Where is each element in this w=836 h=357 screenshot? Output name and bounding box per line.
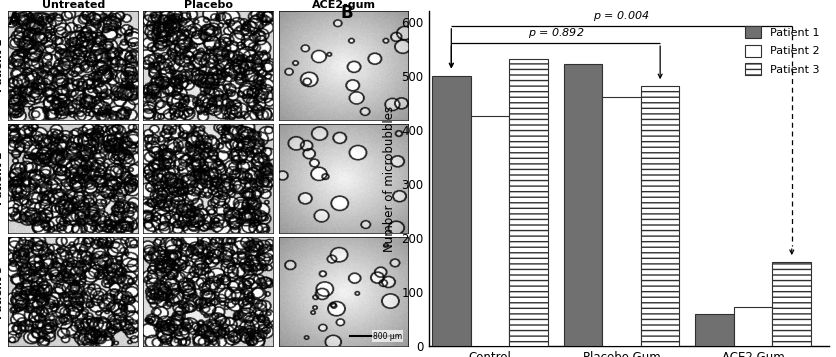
Bar — [733, 307, 772, 346]
Bar — [508, 59, 548, 346]
Text: $p$ = 0.892: $p$ = 0.892 — [527, 26, 584, 40]
Y-axis label: Patient 1: Patient 1 — [0, 39, 4, 92]
Y-axis label: Patient 2: Patient 2 — [0, 152, 4, 205]
Bar — [470, 116, 508, 346]
Text: A: A — [8, 11, 21, 29]
Legend: Patient 1, Patient 2, Patient 3: Patient 1, Patient 2, Patient 3 — [741, 23, 822, 78]
Bar — [431, 76, 470, 346]
Bar — [695, 314, 733, 346]
Text: B: B — [340, 4, 353, 22]
Bar — [772, 262, 810, 346]
Y-axis label: Number of microbubbles: Number of microbubbles — [382, 105, 395, 252]
Text: $p$ = 0.004: $p$ = 0.004 — [593, 9, 649, 23]
Title: ACE2-gum: ACE2-gum — [311, 0, 375, 10]
Text: 800 μm: 800 μm — [372, 332, 401, 341]
Bar — [640, 86, 679, 346]
Bar — [602, 97, 640, 346]
Title: Untreated: Untreated — [42, 0, 104, 10]
Y-axis label: Patient 3: Patient 3 — [0, 265, 4, 318]
Bar — [563, 64, 602, 346]
Title: Placebo: Placebo — [184, 0, 232, 10]
